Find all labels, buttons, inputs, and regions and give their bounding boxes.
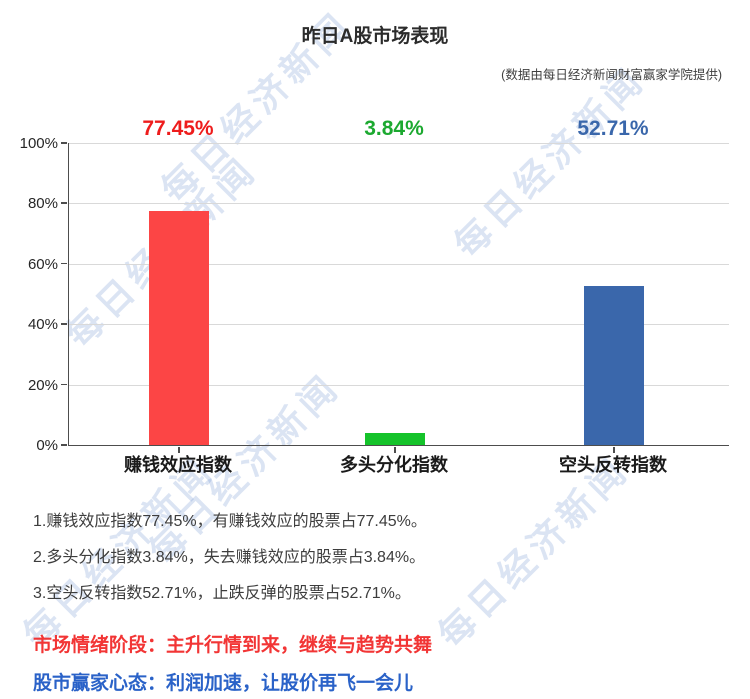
- y-tick-mark: [61, 383, 67, 386]
- y-tick-label: 20%: [27, 376, 58, 394]
- x-tick-mark: [613, 447, 615, 453]
- value-label-2: 3.84%: [364, 117, 424, 140]
- note-line-1: 1.赚钱效应指数77.45%，有赚钱效应的股票占77.45%。: [33, 513, 427, 530]
- gridline-40: [69, 324, 729, 326]
- y-tick-label: 80%: [27, 195, 58, 213]
- plot-area: [68, 143, 729, 453]
- gridline-100: [69, 143, 729, 144]
- y-tick-label: 60%: [27, 255, 58, 273]
- y-tick-mark: [61, 323, 67, 325]
- category-label-1: 赚钱效应指数: [124, 455, 232, 475]
- category-label-3: 空头反转指数: [559, 455, 667, 475]
- y-tick-mark: [61, 142, 67, 144]
- bar-2: [365, 433, 425, 445]
- y-tick-label: 40%: [27, 316, 58, 334]
- gridline-60: [69, 263, 729, 265]
- value-label-3: 52.71%: [577, 117, 649, 140]
- value-label-1: 77.45%: [142, 117, 214, 140]
- market-sentiment-stage: 市场情绪阶段：主升行情到来，继续与趋势共舞: [33, 635, 433, 656]
- y-tick-label: 100%: [19, 135, 58, 152]
- data-source-note: (数据由每日经济新闻财富赢家学院提供): [501, 68, 722, 82]
- y-tick-mark: [61, 262, 67, 265]
- y-tick-mark: [61, 444, 67, 446]
- y-tick-label: 0%: [36, 437, 58, 454]
- x-tick-mark: [178, 447, 180, 453]
- gridline-20: [69, 384, 729, 386]
- chart-title: 昨日A股市场表现: [301, 26, 449, 47]
- bar-3: [584, 286, 644, 445]
- category-label-2: 多头分化指数: [340, 455, 448, 475]
- note-line-2: 2.多头分化指数3.84%，失去赚钱效应的股票占3.84%。: [33, 549, 426, 566]
- gridline-80: [69, 203, 729, 205]
- winner-mindset: 股市赢家心态：利润加速，让股价再飞一会儿: [33, 673, 414, 694]
- x-tick-mark: [394, 447, 396, 453]
- bar-1: [149, 211, 209, 445]
- y-tick-mark: [61, 202, 67, 204]
- note-line-3: 3.空头反转指数52.71%，止跌反弹的股票占52.71%。: [33, 585, 411, 602]
